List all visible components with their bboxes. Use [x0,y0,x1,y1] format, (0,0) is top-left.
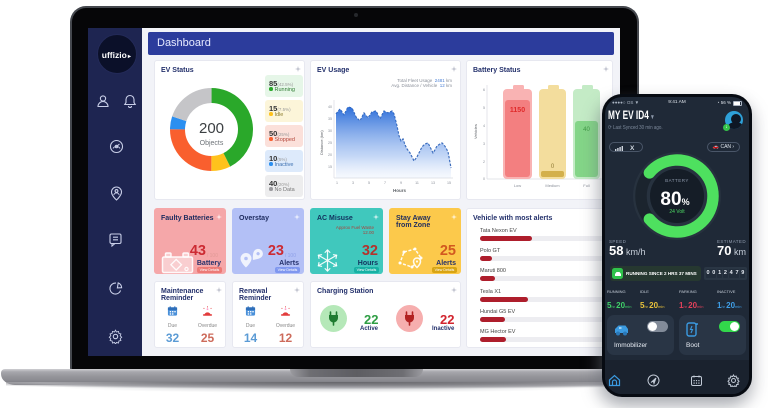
svg-text:Low: Low [514,183,521,188]
svg-text:BATTERY: BATTERY [665,178,689,183]
svg-text:25: 25 [328,141,332,145]
svg-text:1150: 1150 [510,107,525,114]
svg-text:15: 15 [328,165,332,169]
svg-text:5: 5 [483,106,485,110]
svg-text:9: 9 [400,181,402,185]
svg-text:40: 40 [328,105,332,109]
svg-text:1: 1 [336,181,338,185]
svg-text:4: 4 [483,124,485,128]
svg-text:40: 40 [583,127,590,133]
svg-text:15: 15 [447,181,451,185]
svg-text:Objects: Objects [200,140,224,147]
svg-text:Full: Full [583,183,590,188]
svg-text:3: 3 [352,181,354,185]
svg-text:200: 200 [199,120,224,137]
svg-text:20: 20 [328,153,332,157]
svg-text:3: 3 [483,142,485,146]
svg-text:0: 0 [551,164,555,170]
svg-text:24 Volt: 24 Volt [669,209,685,215]
svg-text:0: 0 [483,177,485,181]
svg-text:6: 6 [483,88,485,92]
svg-text:2: 2 [483,160,485,164]
svg-text:35: 35 [328,117,332,121]
svg-text:5: 5 [368,181,370,185]
svg-text:7: 7 [384,181,386,185]
svg-text:30: 30 [328,129,332,133]
svg-text:13: 13 [431,181,435,185]
svg-text:11: 11 [415,181,419,185]
svg-text:Hours: Hours [393,188,406,193]
svg-text:Medium: Medium [545,183,560,188]
svg-text:Vehicles: Vehicles [473,124,478,139]
svg-text:Distance (km): Distance (km) [319,130,324,155]
